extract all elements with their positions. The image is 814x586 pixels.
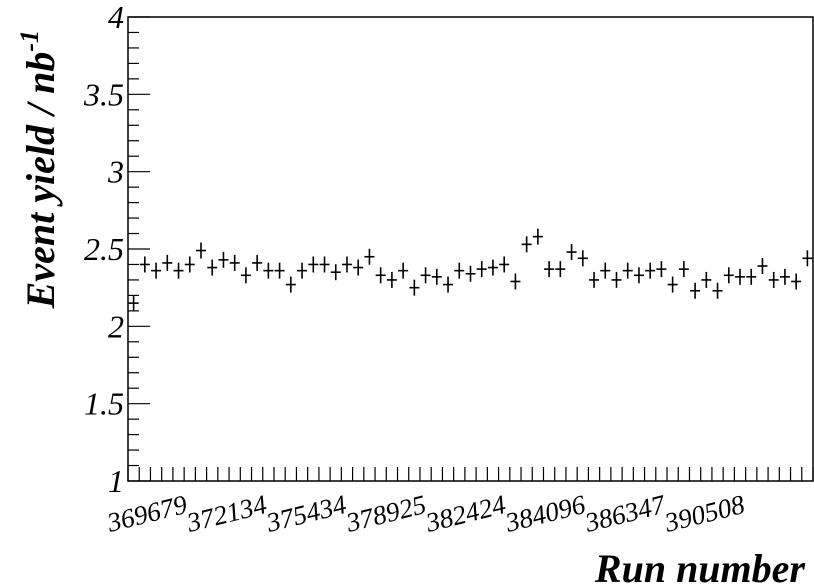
data-point bbox=[633, 267, 644, 284]
plot-frame bbox=[127, 16, 814, 482]
y-tick-label: 1.5 bbox=[84, 386, 124, 422]
x-tick-label: 386347 bbox=[581, 489, 669, 538]
data-point bbox=[499, 256, 510, 273]
data-point bbox=[297, 262, 308, 279]
data-point bbox=[656, 261, 667, 278]
data-point bbox=[308, 256, 319, 273]
data-point bbox=[218, 251, 229, 268]
data-point bbox=[487, 259, 498, 276]
y-axis-title-exponent: -1 bbox=[15, 30, 44, 52]
data-point bbox=[330, 264, 341, 281]
data-point bbox=[375, 267, 386, 284]
data-point bbox=[701, 271, 712, 288]
x-tick-label: 372134 bbox=[183, 489, 270, 538]
data-point bbox=[386, 271, 397, 288]
y-tick-label: 3.5 bbox=[83, 76, 124, 112]
data-point bbox=[184, 256, 195, 273]
data-point bbox=[622, 262, 633, 279]
data-point bbox=[757, 258, 768, 275]
data-point bbox=[128, 295, 139, 312]
data-point bbox=[735, 268, 746, 285]
data-point bbox=[364, 248, 375, 265]
data-point bbox=[195, 242, 206, 259]
x-tick-label: 384096 bbox=[501, 489, 588, 538]
x-axis-tick-labels: 3696793721343754343789253824243840963863… bbox=[103, 489, 748, 538]
data-point bbox=[319, 256, 330, 273]
x-axis-title: Run number bbox=[594, 546, 806, 586]
y-axis-title-main: Event yield / nb bbox=[18, 52, 63, 310]
y-tick-label: 4 bbox=[108, 0, 124, 35]
data-point bbox=[712, 282, 723, 299]
data-point bbox=[791, 273, 802, 290]
data-point bbox=[589, 271, 600, 288]
y-tick-label: 3 bbox=[107, 154, 124, 190]
data-point bbox=[555, 261, 566, 278]
y-tick-label: 2.5 bbox=[84, 231, 124, 267]
x-tick-label: 378925 bbox=[342, 489, 429, 538]
data-point bbox=[600, 262, 611, 279]
data-point bbox=[162, 254, 173, 271]
y-tick-label: 2 bbox=[108, 308, 124, 344]
y-axis-tick-labels: 1 1.5 2 2.5 3 3.5 4 bbox=[83, 0, 124, 499]
data-point bbox=[465, 265, 476, 282]
data-point bbox=[454, 262, 465, 279]
x-tick-label: 375434 bbox=[263, 489, 350, 538]
data-point bbox=[341, 256, 352, 273]
data-point bbox=[566, 244, 577, 261]
data-point bbox=[746, 268, 757, 285]
data-point bbox=[409, 279, 420, 296]
data-point bbox=[229, 254, 240, 271]
data-point bbox=[678, 261, 689, 278]
data-point bbox=[443, 276, 454, 293]
data-point bbox=[768, 271, 779, 288]
data-point bbox=[476, 261, 487, 278]
x-axis-ticks bbox=[127, 467, 814, 481]
data-point bbox=[802, 250, 813, 267]
data-point bbox=[420, 267, 431, 284]
data-point bbox=[252, 254, 263, 271]
data-point bbox=[510, 273, 521, 290]
data-point bbox=[398, 262, 409, 279]
data-point bbox=[690, 282, 701, 299]
data-point bbox=[151, 262, 162, 279]
x-tick-label: 390508 bbox=[661, 489, 748, 538]
data-point bbox=[645, 262, 656, 279]
y-axis-title: Event yield / nb-1 bbox=[15, 30, 63, 309]
data-point bbox=[285, 276, 296, 293]
data-point bbox=[723, 267, 734, 284]
data-point bbox=[611, 271, 622, 288]
data-point bbox=[207, 259, 218, 276]
data-point bbox=[274, 262, 285, 279]
data-point bbox=[139, 256, 150, 273]
data-point bbox=[521, 236, 532, 253]
data-points bbox=[128, 228, 813, 312]
data-point bbox=[240, 267, 251, 284]
data-point bbox=[667, 276, 678, 293]
x-tick-label: 382424 bbox=[422, 489, 509, 538]
data-point bbox=[263, 262, 274, 279]
data-point bbox=[544, 261, 555, 278]
data-point bbox=[173, 262, 184, 279]
data-point bbox=[779, 268, 790, 285]
data-point bbox=[577, 250, 588, 267]
y-tick-label: 1 bbox=[108, 463, 124, 499]
y-axis-ticks bbox=[128, 16, 150, 482]
data-point bbox=[431, 268, 442, 285]
data-point bbox=[532, 228, 543, 245]
data-point bbox=[353, 259, 364, 276]
